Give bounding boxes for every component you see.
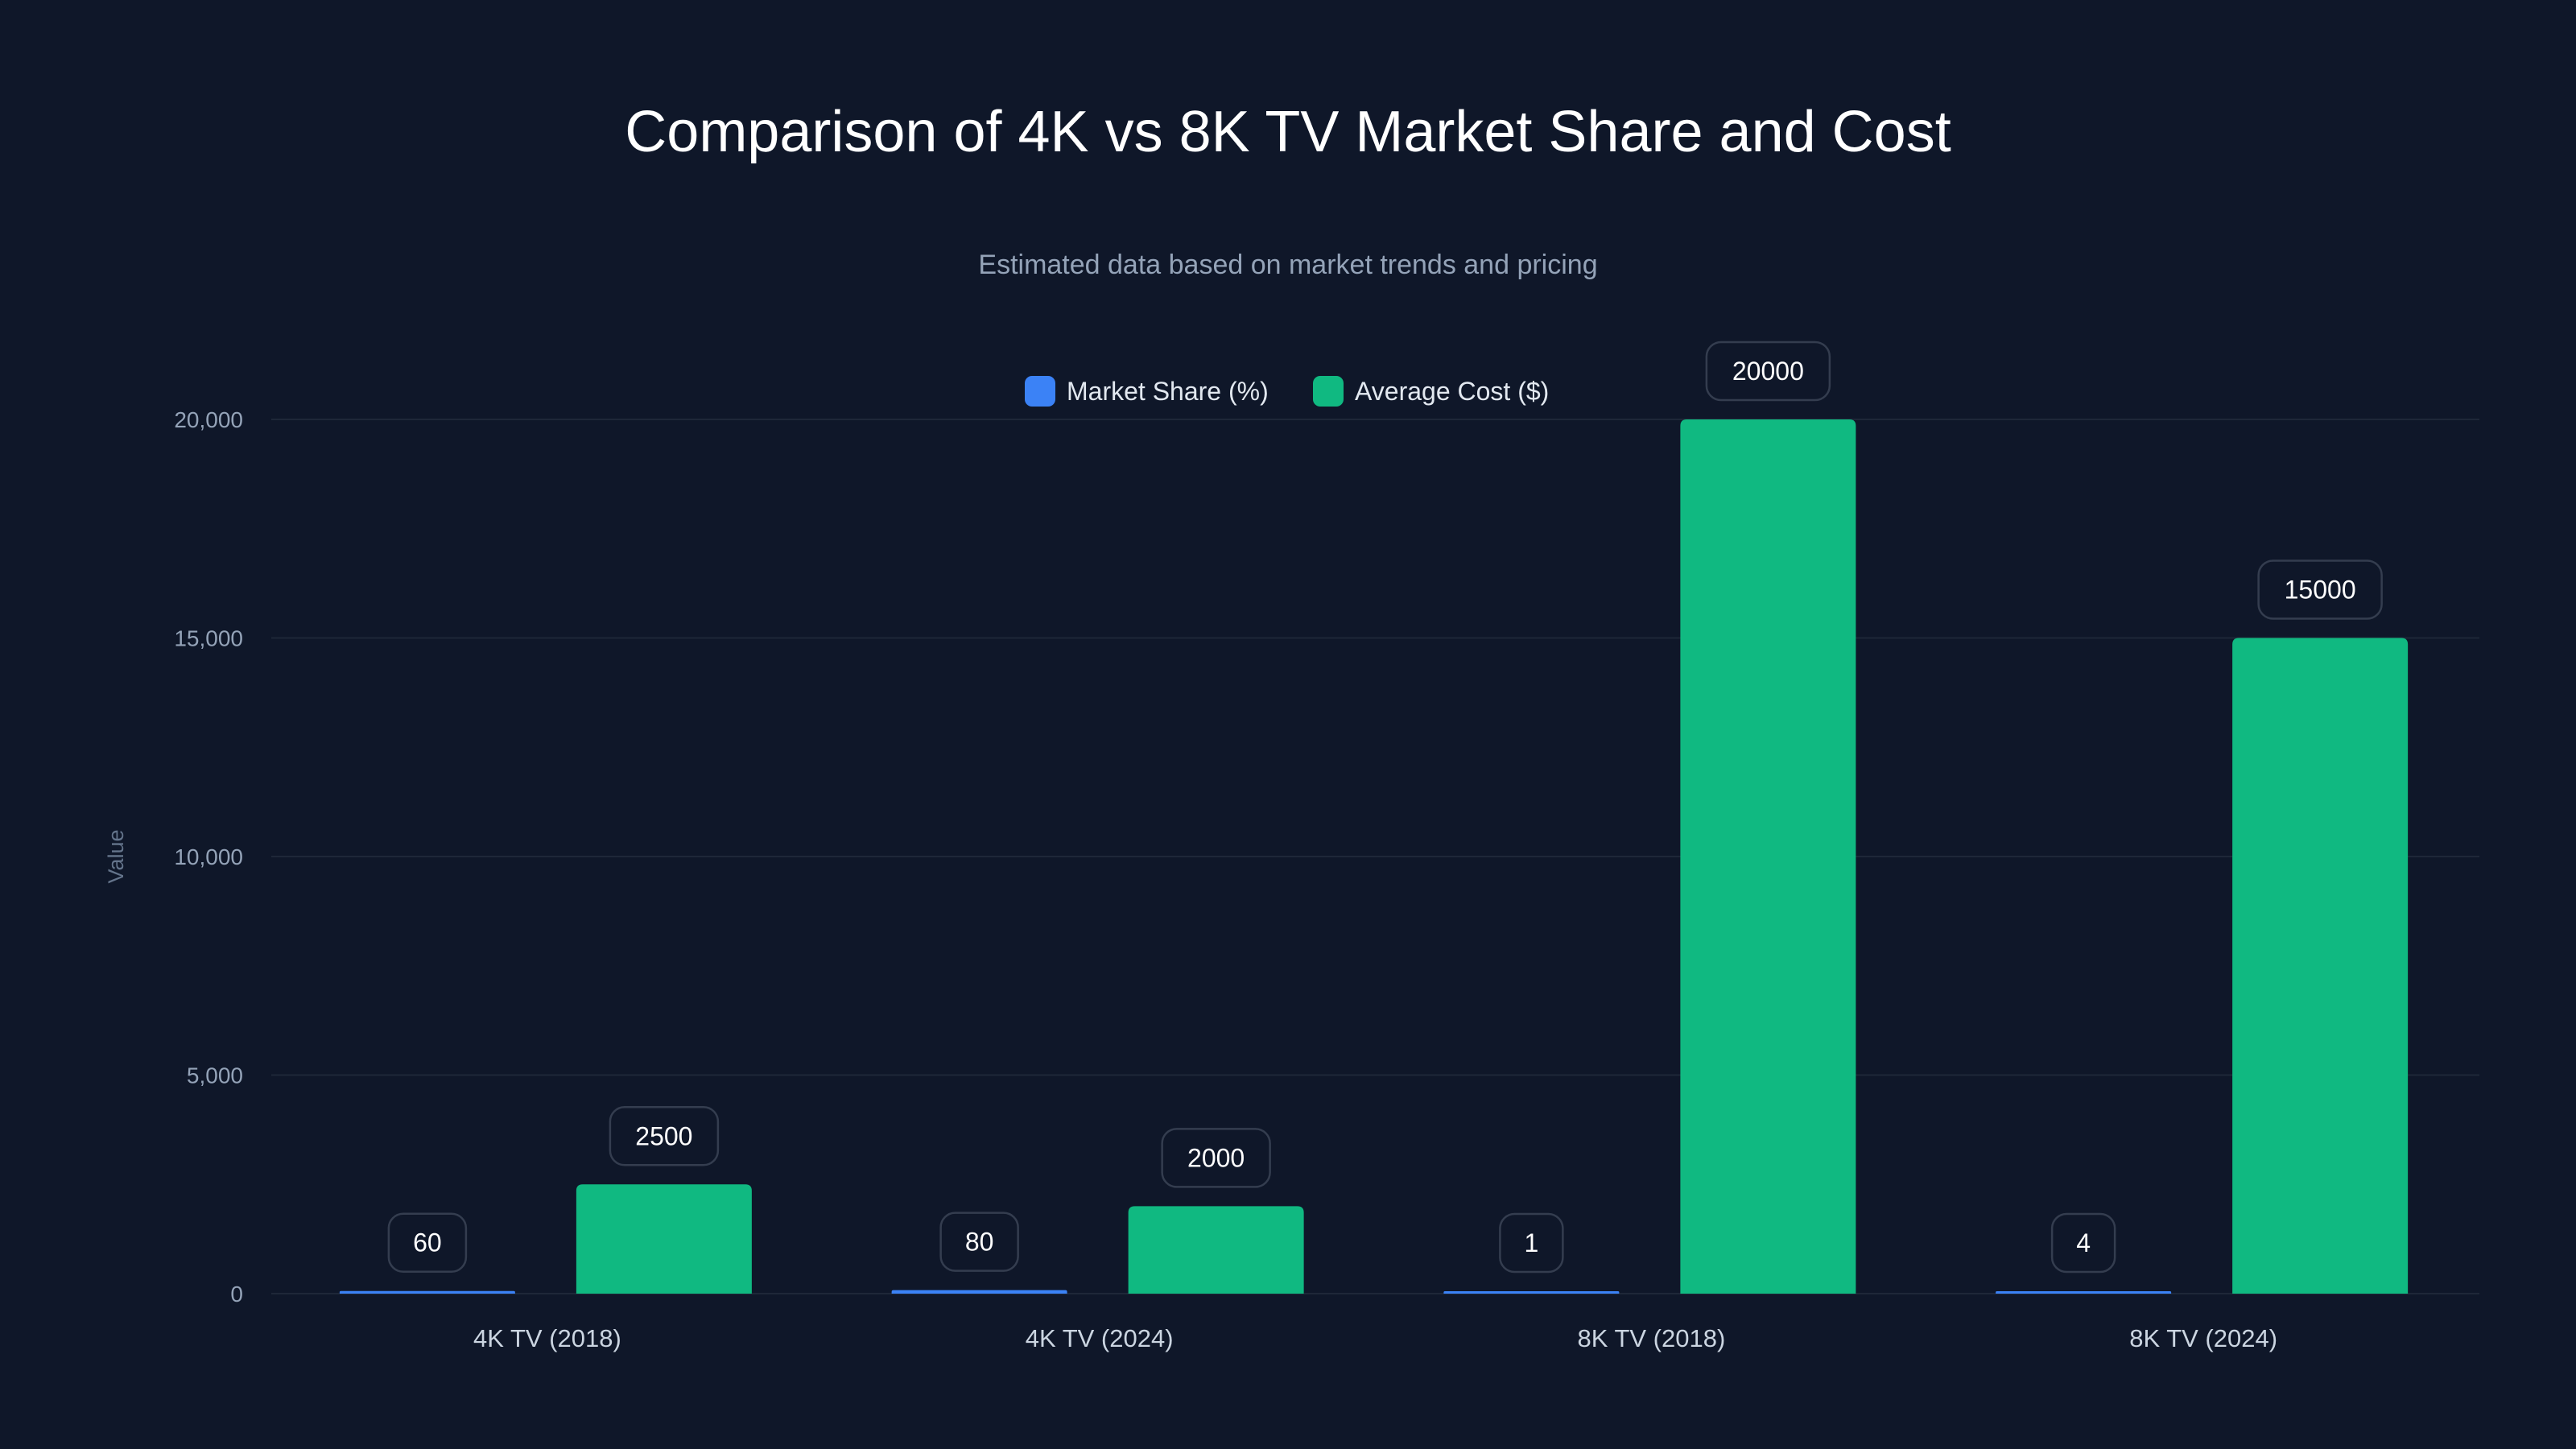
bar-market-share: [339, 1290, 515, 1294]
y-axis-ticks: 0 5,000 10,000 15,000 20,000: [174, 407, 243, 1307]
data-label-box: [1161, 1128, 1271, 1188]
legend-swatch: [1025, 376, 1055, 407]
x-tick-label: 8K TV (2024): [2129, 1324, 2277, 1352]
x-tick-label: 4K TV (2018): [473, 1324, 621, 1352]
bar-average-cost: [2232, 638, 2409, 1294]
gridlines: [271, 419, 2479, 1294]
legend-label: Average Cost ($): [1355, 377, 1549, 406]
y-tick-label: 5,000: [187, 1063, 243, 1088]
y-tick-label: 20,000: [174, 407, 243, 432]
legend-item[interactable]: Average Cost ($): [1313, 376, 1549, 407]
data-label: 1: [1524, 1228, 1538, 1257]
data-label: 2500: [635, 1121, 692, 1150]
data-label: 15000: [2285, 576, 2356, 605]
chart-subtitle: Estimated data based on market trends an…: [978, 250, 1597, 280]
bar-market-share: [1443, 1291, 1620, 1294]
data-label: 20000: [1732, 357, 1804, 386]
data-label: 2000: [1187, 1143, 1245, 1172]
y-axis-label: Value: [104, 829, 128, 883]
data-label: 4: [2076, 1228, 2091, 1257]
bar-market-share: [891, 1290, 1067, 1294]
data-label-box: [387, 1212, 468, 1273]
legend-item[interactable]: Market Share (%): [1025, 376, 1269, 407]
bar-average-cost: [1128, 1206, 1304, 1294]
bar-average-cost: [576, 1184, 752, 1294]
chart-title: Comparison of 4K vs 8K TV Market Share a…: [625, 100, 1951, 164]
bar-average-cost: [1680, 419, 1856, 1294]
data-label: 60: [413, 1228, 442, 1257]
data-label-box: [609, 1106, 720, 1166]
y-tick-label: 15,000: [174, 626, 243, 651]
x-axis-ticks: 4K TV (2018) 4K TV (2024) 8K TV (2018) 8K T…: [473, 1324, 2277, 1352]
bar-market-share: [1996, 1291, 2172, 1294]
legend: Market Share (%) Average Cost ($): [1025, 376, 1549, 407]
data-label-box: [1499, 1212, 1564, 1274]
legend-swatch: [1313, 376, 1344, 407]
x-tick-label: 4K TV (2024): [1026, 1324, 1174, 1352]
y-tick-label: 0: [230, 1282, 243, 1307]
data-label-box: [2257, 559, 2383, 620]
legend-label: Market Share (%): [1067, 377, 1269, 406]
x-tick-label: 8K TV (2018): [1577, 1324, 1725, 1352]
data-label: 80: [965, 1228, 994, 1257]
bars: 60 2500 80 2000 1 20000 4 15000: [339, 341, 2409, 1294]
data-label-box: [2050, 1212, 2116, 1274]
data-label-box: [1705, 341, 1831, 402]
y-tick-label: 10,000: [174, 844, 243, 869]
data-label-box: [939, 1212, 1019, 1272]
